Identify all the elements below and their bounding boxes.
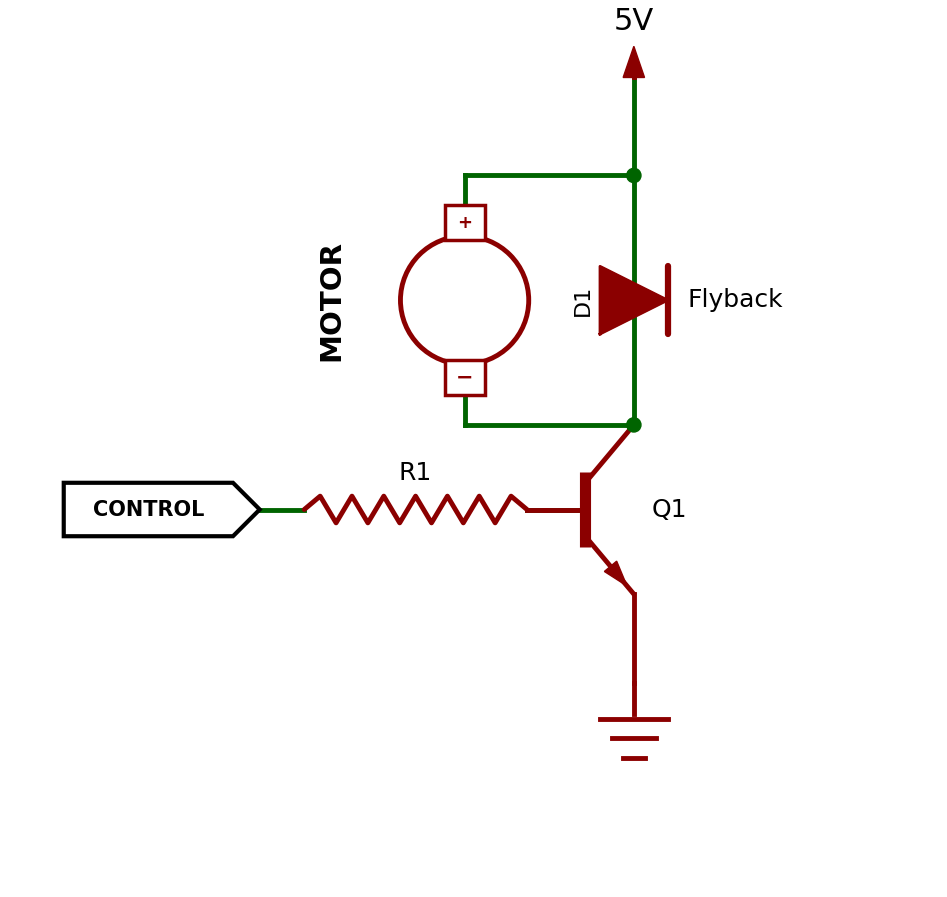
Bar [444, 360, 485, 396]
Polygon shape [600, 266, 668, 334]
Bar [444, 205, 485, 240]
Text: 5V: 5V [614, 6, 654, 36]
Text: MOTOR: MOTOR [317, 239, 345, 361]
Text: +: + [457, 213, 473, 231]
Text: Q1: Q1 [652, 498, 688, 521]
Circle shape [627, 418, 641, 432]
Text: −: − [456, 368, 474, 388]
Circle shape [627, 169, 641, 183]
Polygon shape [623, 47, 645, 77]
Text: CONTROL: CONTROL [93, 500, 204, 519]
Text: Flyback: Flyback [688, 288, 783, 312]
Text: D1: D1 [573, 284, 593, 316]
Text: R1: R1 [399, 460, 432, 484]
Polygon shape [63, 483, 259, 536]
Polygon shape [604, 562, 627, 586]
